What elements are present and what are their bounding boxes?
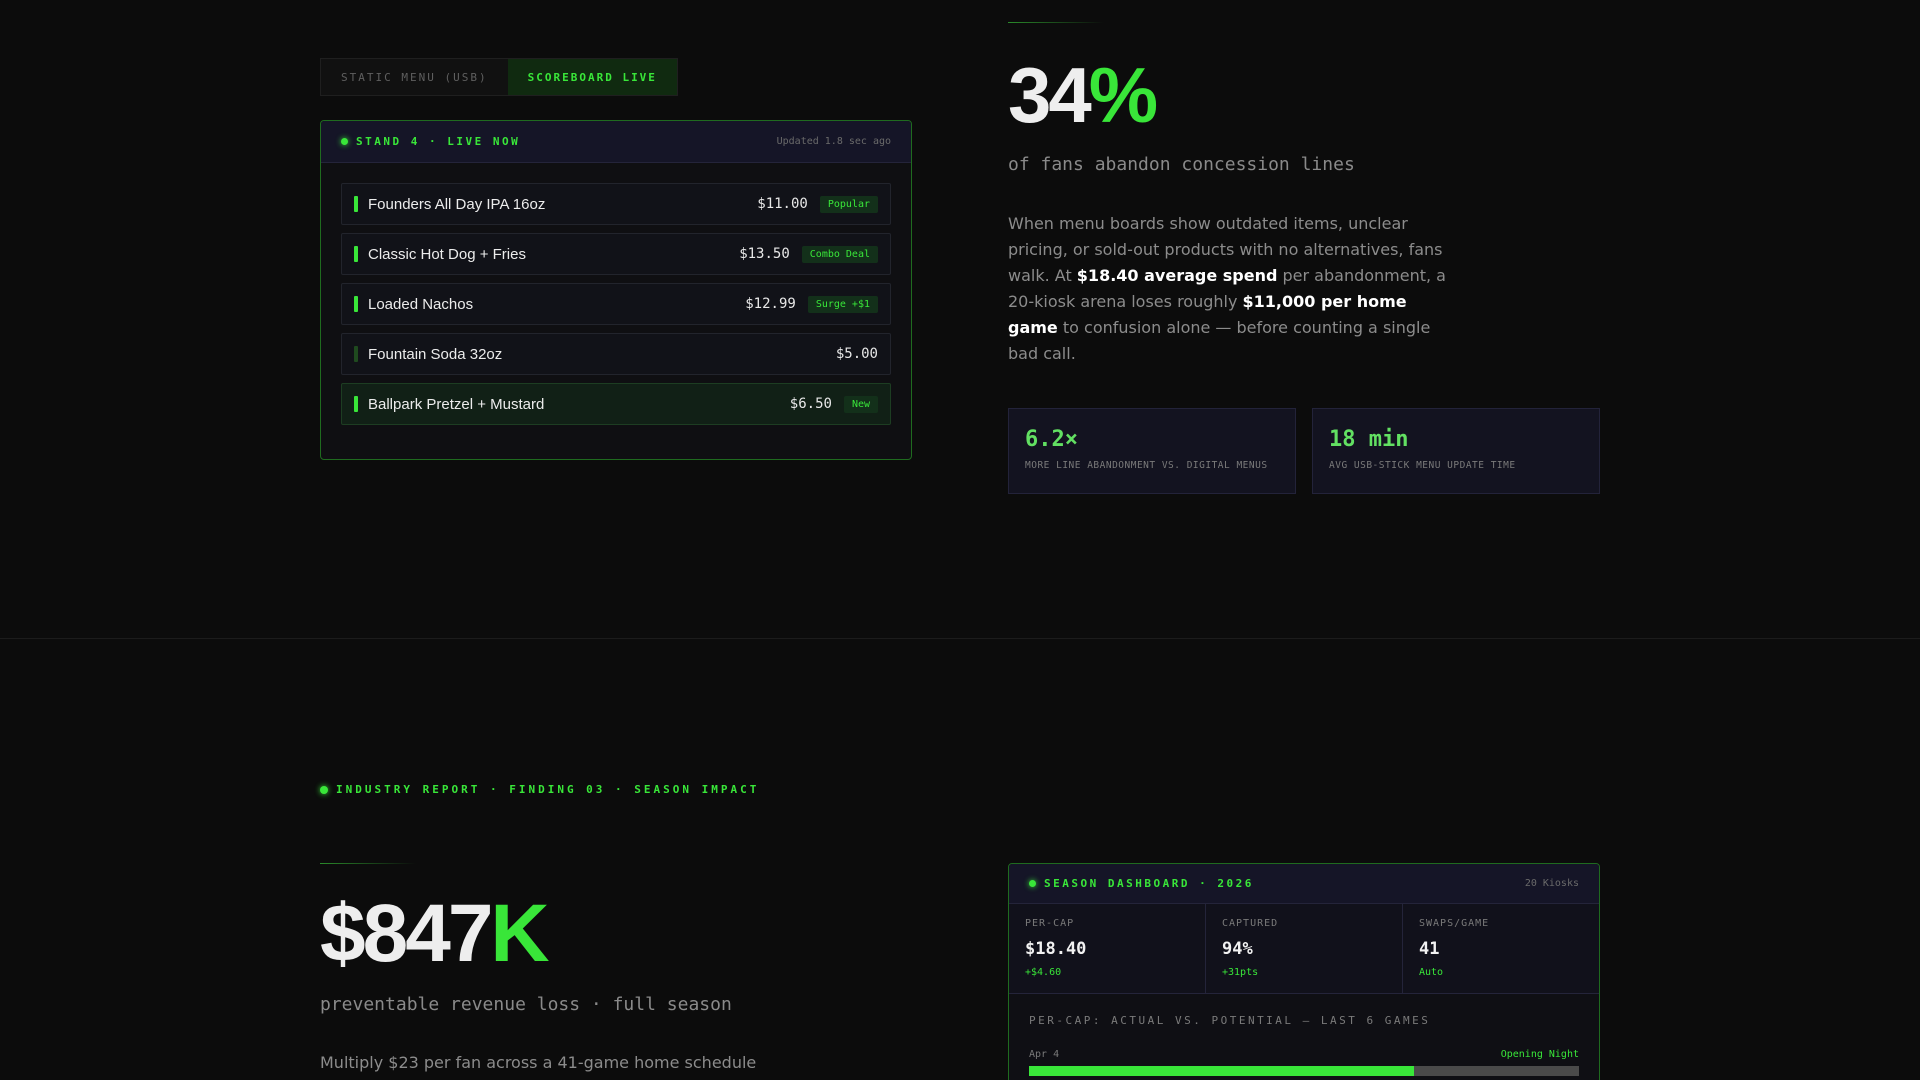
menu-item[interactable]: Founders All Day IPA 16oz $11.00 Popular — [341, 183, 891, 225]
revenue-loss-caption: preventable revenue loss · full season — [320, 994, 732, 1015]
chart-row-note: Opening Night — [1500, 1049, 1579, 1060]
abandon-stat-suffix: % — [1088, 51, 1158, 139]
menu-item-price: $11.00 — [757, 196, 808, 212]
metric-delta: +$4.60 — [1025, 967, 1062, 978]
menu-item-name: Loaded Nachos — [368, 295, 474, 313]
menu-item-name: Ballpark Pretzel + Mustard — [368, 395, 545, 413]
menu-item-name: Fountain Soda 32oz — [368, 345, 503, 363]
revenue-loss-suffix: K — [490, 888, 549, 979]
metric-label: CAPTURED — [1222, 918, 1279, 929]
menu-item[interactable]: Classic Hot Dog + Fries $13.50 Combo Dea… — [341, 233, 891, 275]
menu-item-badge: New — [843, 395, 878, 413]
stat-card-value: 6.2× — [1025, 427, 1078, 452]
stat-card-value: 18 min — [1329, 427, 1409, 452]
stat-card-label: AVG USB-STICK MENU UPDATE TIME — [1329, 460, 1516, 471]
live-indicator-icon — [1029, 880, 1036, 887]
revenue-loss-number: $847 — [320, 888, 493, 979]
metric-label: PER-CAP — [1025, 918, 1075, 929]
menu-item[interactable]: Loaded Nachos $12.99 Surge +$1 — [341, 283, 891, 325]
per-cap-actual-bar — [1029, 1066, 1414, 1076]
metric-delta: Auto — [1419, 967, 1444, 978]
menu-item-name: Classic Hot Dog + Fries — [368, 245, 526, 263]
menu-item-price: $5.00 — [835, 346, 878, 362]
chart-row-header: Apr 4 Opening Night — [1009, 1027, 1599, 1060]
item-status-bar — [354, 296, 358, 312]
item-status-bar — [354, 246, 358, 262]
live-indicator-icon — [341, 138, 348, 145]
menu-item-name: Founders All Day IPA 16oz — [368, 195, 546, 213]
section-kicker: INDUSTRY REPORT · FINDING 03 · SEASON IM… — [320, 783, 759, 796]
metric-delta: +31pts — [1222, 967, 1259, 978]
live-menu-panel: STAND 4 · LIVE NOW Updated 1.8 sec ago F… — [320, 120, 912, 460]
chart-row-date: Apr 4 — [1029, 1049, 1060, 1060]
menu-list: Founders All Day IPA 16oz $11.00 Popular… — [321, 163, 911, 425]
menu-mode-tabs: STATIC MENU (USB) SCOREBOARD LIVE — [320, 58, 678, 96]
abandon-stat-caption: of fans abandon concession lines — [1008, 154, 1355, 175]
metric-value: 41 — [1419, 939, 1440, 959]
tab-static-menu[interactable]: STATIC MENU (USB) — [321, 59, 508, 95]
metric-label: SWAPS/GAME — [1419, 918, 1490, 929]
chart-title: PER-CAP: ACTUAL VS. POTENTIAL — LAST 6 G… — [1029, 1014, 1431, 1027]
season-dashboard: SEASON DASHBOARD · 2026 20 Kiosks PER-CA… — [1008, 863, 1600, 1080]
tab-scoreboard-live[interactable]: SCOREBOARD LIVE — [507, 59, 677, 95]
per-cap-bar-track — [1029, 1066, 1579, 1076]
menu-panel-header: STAND 4 · LIVE NOW Updated 1.8 sec ago — [321, 121, 911, 163]
updated-timestamp: Updated 1.8 sec ago — [776, 136, 891, 147]
abandon-stat: 34% — [1008, 56, 1158, 134]
section-divider — [0, 638, 1920, 639]
menu-item-price: $13.50 — [739, 246, 790, 262]
stat-card-abandonment: 6.2× MORE LINE ABANDONMENT VS. DIGITAL M… — [1008, 408, 1296, 494]
item-status-bar — [354, 346, 358, 362]
metric-value: 94% — [1222, 939, 1253, 959]
metric-captured: CAPTURED 94% +31pts — [1206, 904, 1403, 993]
metric-per-cap: PER-CAP $18.40 +$4.60 — [1009, 904, 1206, 993]
menu-panel-title: STAND 4 · LIVE NOW — [356, 135, 521, 148]
item-status-bar — [354, 396, 358, 412]
accent-line — [1008, 22, 1104, 23]
revenue-loss-stat: $847K — [320, 893, 550, 975]
menu-item[interactable]: Ballpark Pretzel + Mustard $6.50 New — [341, 383, 891, 425]
menu-item-badge: Combo Deal — [801, 245, 878, 263]
kiosk-count: 20 Kiosks — [1524, 878, 1579, 889]
kicker-dot-icon — [320, 785, 328, 794]
abandon-stat-number: 34 — [1008, 51, 1092, 139]
item-status-bar — [354, 196, 358, 212]
revenue-loss-body: Multiply $23 per fan across a 41-game ho… — [320, 1053, 757, 1072]
menu-item-price: $6.50 — [789, 396, 832, 412]
accent-line — [320, 863, 416, 864]
dashboard-title: SEASON DASHBOARD · 2026 — [1044, 877, 1254, 890]
stat-card-label: MORE LINE ABANDONMENT VS. DIGITAL MENUS — [1025, 460, 1268, 471]
stat-card-update-time: 18 min AVG USB-STICK MENU UPDATE TIME — [1312, 408, 1600, 494]
metric-swaps: SWAPS/GAME 41 Auto — [1403, 904, 1599, 993]
menu-item-badge: Surge +$1 — [807, 295, 878, 313]
dashboard-header: SEASON DASHBOARD · 2026 20 Kiosks — [1009, 864, 1599, 904]
dashboard-metrics: PER-CAP $18.40 +$4.60 CAPTURED 94% +31pt… — [1009, 904, 1599, 994]
menu-item-badge: Popular — [819, 195, 878, 213]
menu-item[interactable]: Fountain Soda 32oz $5.00 — [341, 333, 891, 375]
metric-value: $18.40 — [1025, 939, 1087, 959]
abandon-body-text: When menu boards show outdated items, un… — [1008, 214, 1446, 363]
menu-item-price: $12.99 — [745, 296, 796, 312]
